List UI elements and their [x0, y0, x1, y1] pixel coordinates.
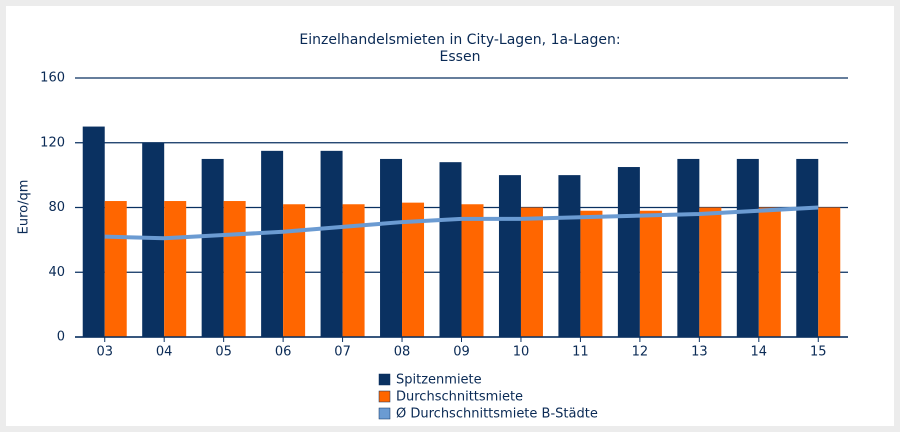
x-tick-label: 08	[394, 345, 411, 360]
bar	[402, 202, 425, 337]
legend-swatch	[378, 407, 391, 420]
bar	[164, 201, 187, 337]
x-tick-label: 15	[810, 345, 827, 360]
bar	[223, 201, 246, 337]
bar	[342, 204, 365, 337]
y-axis-label: Euro/qm	[17, 180, 32, 235]
x-tick-label: 11	[572, 345, 589, 360]
x-tick-label: 10	[513, 345, 530, 360]
x-tick-label: 12	[632, 345, 649, 360]
legend-label: Durchschnittsmiete	[396, 390, 523, 405]
x-tick-label: 04	[156, 345, 173, 360]
bar	[261, 150, 284, 337]
chart-title: Einzelhandelsmieten in City-Lagen, 1a-La…	[299, 32, 620, 48]
bar	[520, 207, 543, 337]
bar	[736, 158, 759, 337]
bar	[580, 210, 603, 337]
y-tick-label: 120	[40, 135, 65, 150]
bar	[677, 158, 700, 337]
bar	[283, 204, 306, 337]
x-tick-label: 07	[334, 345, 351, 360]
bar	[699, 207, 722, 337]
x-tick-label: 06	[275, 345, 292, 360]
bar	[818, 207, 841, 337]
bar	[320, 150, 343, 337]
bar	[380, 158, 403, 337]
bar	[498, 175, 521, 337]
bar	[201, 158, 224, 337]
line	[104, 205, 819, 241]
bar	[82, 126, 105, 337]
chart-subtitle: Essen	[440, 49, 481, 65]
legend-label: Ø Durchschnittsmiete B-Städte	[396, 407, 598, 422]
bar	[639, 210, 662, 337]
bar	[558, 175, 581, 337]
y-tick-label: 0	[57, 330, 65, 345]
legend-swatch	[378, 373, 391, 386]
bar	[461, 204, 484, 337]
bar	[439, 162, 462, 337]
bar	[104, 201, 127, 337]
y-tick-label: 160	[40, 71, 65, 86]
bar	[758, 207, 781, 337]
legend-label: Spitzenmiete	[396, 373, 482, 388]
x-tick-label: 03	[96, 345, 113, 360]
x-tick-label: 05	[215, 345, 232, 360]
x-tick-label: 09	[453, 345, 470, 360]
y-tick-label: 80	[48, 200, 65, 215]
bar	[796, 158, 819, 337]
x-tick-label: 14	[751, 345, 768, 360]
bar	[617, 167, 640, 337]
x-tick-label: 13	[691, 345, 708, 360]
legend-swatch	[378, 390, 391, 403]
y-tick-label: 40	[48, 265, 65, 280]
